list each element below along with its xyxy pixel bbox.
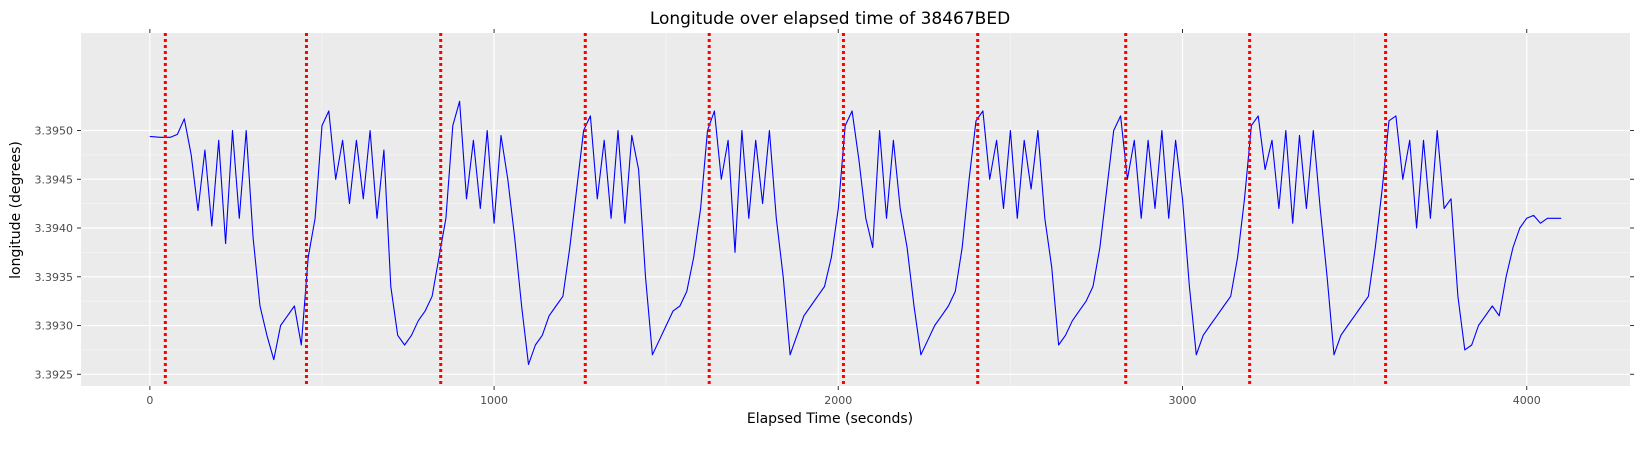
series-layer <box>149 100 1562 366</box>
minor-grid <box>81 33 1630 386</box>
x-axis-label: Elapsed Time (seconds) <box>747 411 913 427</box>
x-tick-label: 2000 <box>824 394 852 407</box>
y-tick-label: 3.3950 <box>35 125 74 138</box>
vertical-markers <box>163 33 1388 386</box>
x-tick-label: 0 <box>146 394 153 407</box>
y-axis-label: longitude (degrees) <box>8 141 24 279</box>
series-line-0 <box>149 100 1562 366</box>
y-tick-label: 3.3925 <box>35 368 74 381</box>
chart-title: Longitude over elapsed time of 38467BED <box>650 9 1010 29</box>
y-tick-label: 3.3945 <box>35 173 74 186</box>
y-axis: 3.3925 3.3930 3.3935 3.3940 3.3945 3.3950 <box>35 125 1634 381</box>
y-tick-label: 3.3940 <box>35 222 74 235</box>
y-tick-label: 3.3935 <box>35 271 74 284</box>
y-tick-label: 3.3930 <box>35 320 74 333</box>
x-tick-label: 1000 <box>480 394 508 407</box>
plot-area <box>81 33 1630 386</box>
x-axis: 0 1000 2000 3000 4000 <box>146 29 1541 407</box>
major-grid <box>81 33 1630 386</box>
x-tick-label: 3000 <box>1169 394 1197 407</box>
x-tick-label: 4000 <box>1513 394 1541 407</box>
